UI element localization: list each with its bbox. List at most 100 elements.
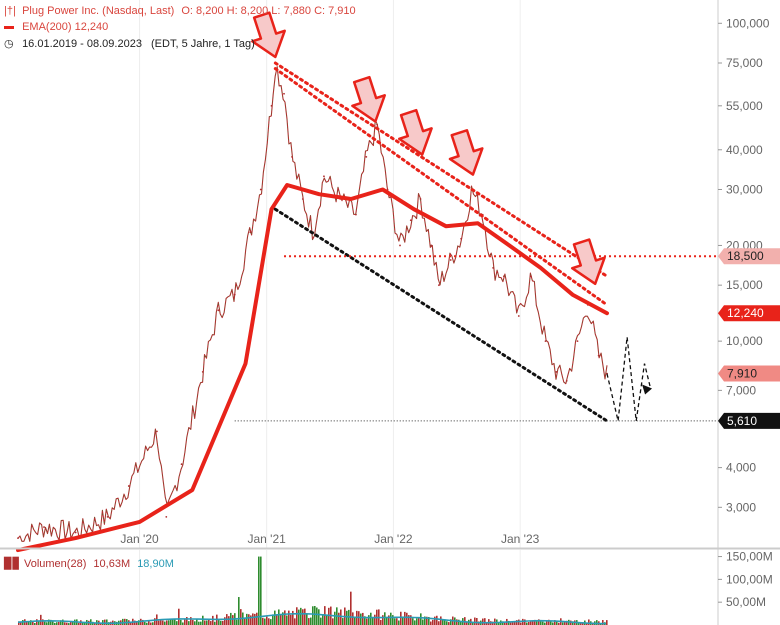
price-point [376,123,378,126]
volume-bar [394,618,396,625]
volume-bar [530,620,532,625]
volume-bar [54,622,56,625]
volume-bar [352,612,354,625]
price-point [323,175,325,178]
volume-bar [134,620,136,625]
price-point [399,244,401,247]
volume-bar [332,618,334,625]
x-tick-label: Jan '21 [247,532,286,546]
ema-line-icon [4,25,14,29]
volume-bar [384,612,386,625]
price-point [127,485,130,487]
volume-bar [602,619,604,625]
price-point [17,537,19,540]
volume-bar [440,616,442,625]
down-arrow-shape [448,129,484,176]
volume-bar [392,615,394,625]
projection-zigzag [606,337,651,422]
volume-bar [286,615,288,625]
volume-bar [276,614,278,625]
volume-bar [56,622,58,625]
volume-bar [206,620,208,625]
down-arrow-icon [570,238,606,286]
volume-bar [432,619,434,625]
volume-bar [320,617,322,625]
volume-bar [60,620,62,625]
volume-bar [66,622,68,625]
volume-bar [194,621,196,625]
down-arrow-shape [351,75,386,123]
price-line [17,66,608,542]
volume-bar [178,608,180,625]
volume-bar [180,619,182,625]
y-tick-label: 75,000 [726,56,763,70]
volume-bar [426,616,428,625]
volume-y-tick-label: 150,00M [726,550,773,564]
y-tick-label: 4,000 [726,461,756,475]
volume-bar [430,621,432,625]
volume-bar [456,619,458,625]
price-point [576,340,579,343]
volume-bar [424,616,426,625]
price-point [544,340,547,343]
volume-bar [302,609,304,625]
volume-bar [64,622,66,625]
volume-bar [416,618,418,625]
price-point [409,219,412,222]
y-tick-label: 10,000 [726,334,763,348]
volume-bar [252,613,254,625]
y-tick-label: 55,000 [726,99,763,113]
volume-bar [546,621,548,625]
volume-bar [282,612,284,625]
volume-bar [50,619,52,625]
volume-bar [256,612,258,625]
price-point [502,275,505,278]
volume-bar [34,623,36,625]
price-point [419,198,422,200]
y-tick-label: 40,000 [726,143,763,157]
volume-bar [448,622,450,625]
volume-bar [18,621,20,625]
volume-bar [136,621,138,625]
volume-bar [84,622,86,625]
volume-bar [78,622,80,625]
volume-bar [160,619,162,625]
volume-bar [122,618,124,625]
volume-bar [552,622,554,625]
volume-bar [588,619,590,625]
volume-value-1: 10,63M [93,558,131,570]
volume-bar [578,622,580,625]
volume-bar [580,622,582,625]
volume-bar [164,621,166,625]
volume-bar [148,620,150,625]
volume-bar [294,618,296,625]
volume-bar [144,621,146,625]
volume-bar [210,621,212,625]
volume-bar [220,620,222,625]
volume-average-line [17,612,606,625]
volume-bar [168,620,170,625]
volume-bar [174,618,176,625]
volume-bar [32,621,34,625]
volume-bar [380,620,382,625]
legend-ema-row: EMA(200) 12,240 [4,21,108,33]
volume-bar [518,619,520,625]
volume-bar [36,619,38,625]
volume-bar [222,620,224,625]
legend-title-row: |†| Plug Power Inc. (Nasdaq, Last) O: 8,… [4,5,356,17]
volume-bar [460,622,462,625]
volume-bar [474,617,476,625]
volume-bar [340,609,342,625]
x-tick-label: Jan '20 [120,532,159,546]
volume-bar [338,612,340,625]
price-point [270,104,273,107]
volume-bar [328,607,330,625]
volume-bar [214,621,216,625]
volume-bar [130,622,132,625]
volume-bar [558,622,560,625]
volume-bar [202,615,204,625]
volume-bar [372,617,374,625]
volume-bar [382,615,384,625]
volume-bar [44,621,46,625]
